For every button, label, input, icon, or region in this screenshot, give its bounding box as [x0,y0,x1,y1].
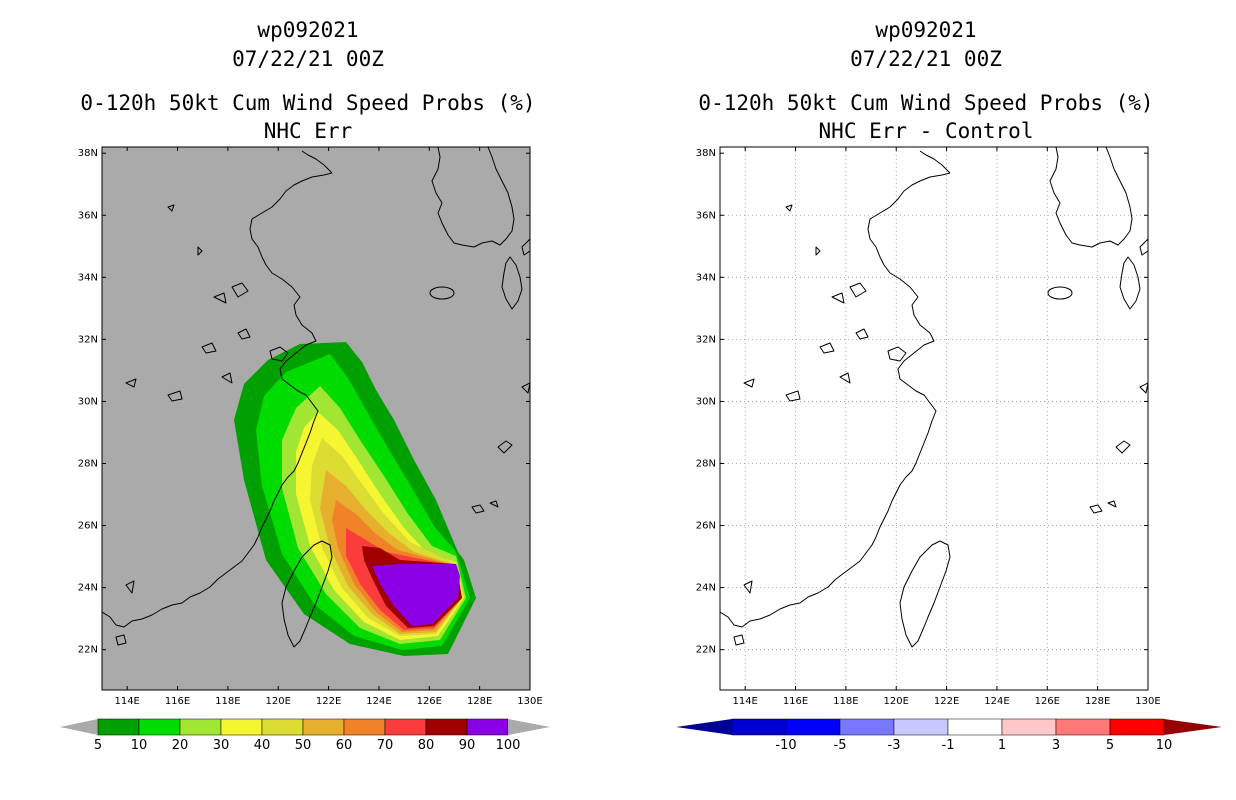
lon-label: 130E [1135,696,1160,707]
right-cbar-label: 5 [1106,738,1114,753]
left-cbar-label: 50 [295,738,312,753]
lon-label: 118E [215,696,240,707]
right-map-background [720,147,1148,690]
lon-label: 126E [417,696,442,707]
left-cbar-label: 10 [131,738,148,753]
left-map: 114E 116E 118E 120E 122E 124E 126E 128E 130E 22N 2… [78,146,543,707]
right-cbar-swatch [839,718,895,736]
right-datetime: 07/22/21 00Z [850,47,1002,71]
right-product-title: 0-120h 50kt Cum Wind Speed Probs (%) [698,91,1154,115]
probability-swath [234,342,476,656]
right-cbar-swatch [1055,718,1111,736]
right-colorbar: -10 -5 -3 -1 1 3 5 10 [676,718,1222,753]
left-cbar-label: 20 [172,738,189,753]
left-cbar-label: 100 [496,738,521,753]
right-map: 114E 116E 118E 120E 122E 124E 126E 128E 130E 22N 2… [696,146,1161,707]
right-gridlines [720,147,1148,690]
lat-label: 30N [78,396,98,407]
left-cbar-label: 70 [377,738,394,753]
right-subtitle: NHC Err - Control [818,119,1034,143]
lon-label: 114E [114,696,139,707]
lat-label: 38N [696,148,716,159]
left-cbar-label: 90 [459,738,476,753]
lat-label: 22N [696,645,716,656]
lat-label: 36N [78,210,98,221]
left-cbar-swatch [97,718,140,736]
right-axis-ticks: 114E 116E 118E 120E 122E 124E 126E 128E 130E 22N 2… [696,147,1161,707]
lat-label: 34N [78,272,98,283]
lat-label: 38N [78,148,98,159]
lat-label: 28N [78,458,98,469]
left-cbar-swatch [466,718,509,736]
left-colorbar: 5 10 20 30 40 50 60 70 80 90 100 [60,718,550,753]
left-cbar-high-arrow [508,719,550,735]
prob-contour-10 [372,564,460,626]
lat-label: 24N [696,583,716,594]
right-cbar-swatch [1001,718,1057,736]
left-cbar-label: 80 [418,738,435,753]
lat-label: 32N [696,334,716,345]
lat-label: 24N [78,583,98,594]
left-cbar-swatch [343,718,386,736]
lon-label: 124E [984,696,1009,707]
left-cbar-label: 60 [336,738,353,753]
left-axis-ticks: 114E 116E 118E 120E 122E 124E 126E 128E 130E 22N 2… [78,147,543,707]
left-datetime: 07/22/21 00Z [232,47,384,71]
left-cbar-low-arrow [60,719,98,735]
lon-label: 116E [783,696,808,707]
lon-label: 130E [517,696,542,707]
lon-label: 126E [1035,696,1060,707]
left-cbar-swatch [425,718,468,736]
lon-label: 122E [316,696,341,707]
right-cbar-label: -3 [888,738,901,753]
right-cbar-label: 3 [1052,738,1060,753]
left-cbar-label: 40 [254,738,271,753]
right-cbar-high-arrow [1164,719,1222,735]
lon-label: 116E [165,696,190,707]
lon-label: 120E [884,696,909,707]
right-cbar-swatch [893,718,949,736]
left-cbar-label: 30 [213,738,230,753]
right-cbar-label: 1 [998,738,1006,753]
right-storm-id: wp092021 [875,18,977,42]
lon-label: 120E [266,696,291,707]
left-map-frame [101,146,531,691]
lat-label: 30N [696,396,716,407]
left-subtitle: NHC Err [263,119,353,143]
right-cbar-label: -1 [942,738,955,753]
left-cbar-label: 5 [94,738,102,753]
lat-label: 22N [78,645,98,656]
lon-label: 128E [467,696,492,707]
left-cbar-swatch [138,718,181,736]
right-cbar-swatch [947,718,1003,736]
right-cbar-swatch [1109,718,1165,736]
right-cbar-label: 10 [1156,738,1173,753]
lat-label: 26N [78,521,98,532]
lon-label: 128E [1085,696,1110,707]
lon-label: 122E [934,696,959,707]
lon-label: 118E [833,696,858,707]
lat-label: 36N [696,210,716,221]
left-cbar-swatch [220,718,263,736]
right-map-frame [719,146,1149,691]
left-cbar-swatch [384,718,427,736]
right-cbar-swatch [731,718,787,736]
lat-label: 28N [696,458,716,469]
lat-label: 26N [696,521,716,532]
right-cbar-low-arrow [676,719,732,735]
lat-label: 34N [696,272,716,283]
left-storm-id: wp092021 [257,18,359,42]
lon-label: 114E [732,696,757,707]
lat-label: 32N [78,334,98,345]
left-cbar-swatch [179,718,222,736]
left-cbar-swatch [302,718,345,736]
lon-label: 124E [366,696,391,707]
right-cbar-swatch [785,718,841,736]
left-product-title: 0-120h 50kt Cum Wind Speed Probs (%) [80,91,536,115]
left-cbar-swatch [261,718,304,736]
right-cbar-label: -5 [834,738,847,753]
right-cbar-label: -10 [775,738,796,753]
